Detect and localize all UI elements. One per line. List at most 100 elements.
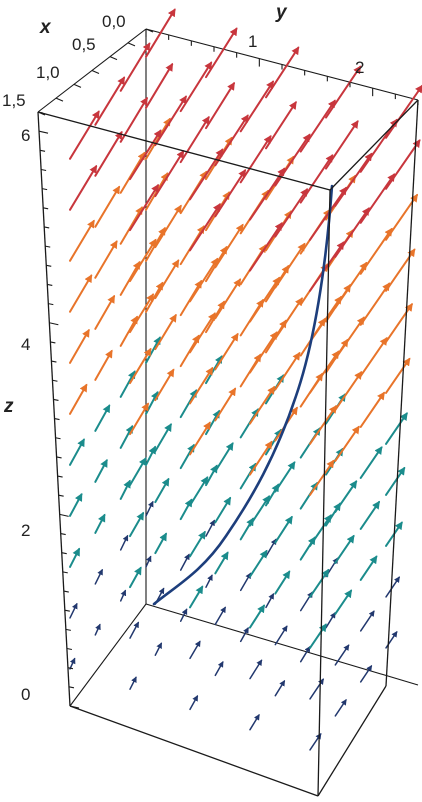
x-tick-mark	[73, 83, 82, 88]
vector-arrow	[69, 164, 98, 211]
z-tick-mark	[69, 705, 80, 709]
vector-arrow	[214, 606, 226, 626]
vector-arrow	[265, 46, 300, 99]
vector-arrow	[119, 534, 129, 551]
vector-arrow	[309, 678, 324, 700]
vector-arrow	[334, 589, 353, 615]
vector-arrow	[69, 219, 95, 262]
y-axis-name: y	[275, 2, 288, 23]
vector-arrow	[179, 389, 198, 419]
vector-arrow	[154, 532, 167, 555]
vector-arrow	[214, 169, 247, 218]
vector-arrow	[94, 404, 111, 432]
vector-arrow	[189, 257, 219, 303]
z-axis-name: z	[3, 396, 14, 417]
vector-arrow	[325, 65, 362, 119]
x-tick-mark	[55, 97, 64, 102]
vector-arrow	[385, 84, 422, 139]
vector-arrow	[94, 130, 123, 177]
vector-arrow	[359, 391, 385, 428]
z-tick-mark	[50, 341, 56, 344]
vector-arrow	[129, 457, 147, 487]
vector-arrow	[129, 347, 152, 385]
vector-arrow	[274, 461, 296, 493]
vector-arrow	[69, 383, 88, 415]
vector-arrow	[274, 679, 286, 697]
vector-arrow	[385, 302, 413, 343]
vector-arrow	[69, 492, 83, 517]
z-tick-mark	[60, 533, 66, 536]
vector-arrow	[129, 511, 145, 538]
vector-arrow	[359, 665, 373, 683]
vector-arrow	[189, 530, 206, 558]
z-tick-mark	[38, 130, 49, 134]
vector-arrow	[309, 404, 337, 445]
x-axis-name: x	[39, 17, 52, 38]
z-tick-mark	[54, 418, 60, 421]
y-tick-label-1: 1	[248, 32, 257, 51]
vector-arrow	[179, 498, 193, 521]
vector-arrow	[359, 227, 393, 275]
vector-arrow	[129, 676, 137, 690]
vector-arrow	[274, 570, 291, 595]
vector-arrow	[214, 278, 242, 320]
x-tick-mark	[91, 69, 100, 75]
vector-arrow	[274, 351, 301, 391]
vector-arrow	[359, 282, 391, 326]
x-tick-label-1: 1,0	[36, 63, 60, 82]
vector-arrow	[119, 479, 131, 500]
vector-arrow	[145, 336, 161, 364]
vector-arrow	[129, 621, 140, 639]
vector-arrow	[359, 336, 388, 377]
z-tick-mark	[66, 647, 73, 651]
z-tick-mark	[47, 283, 53, 286]
vector-arrow	[145, 62, 174, 109]
vector-arrow	[189, 312, 216, 354]
vector-arrow	[129, 566, 142, 589]
vector-arrow	[265, 101, 297, 150]
vector-arrow	[205, 574, 213, 588]
z-tick-mark	[46, 264, 52, 267]
vector-arrow	[145, 172, 169, 211]
vector-arrow	[69, 274, 93, 313]
vector-arrow	[179, 61, 213, 113]
vector-arrow	[94, 568, 103, 585]
vector-arrow	[265, 428, 282, 456]
vector-arrow	[274, 515, 293, 544]
z-tick-label-0: 0	[21, 685, 30, 704]
vector-arrow	[249, 549, 268, 578]
vector-arrow	[189, 585, 204, 609]
vector-arrow	[179, 553, 190, 571]
x-tick-mark	[145, 28, 154, 33]
vector-arrow	[154, 368, 175, 402]
x-tick-mark	[109, 56, 118, 61]
vector-arrow	[69, 438, 85, 466]
vector-arrow	[214, 332, 239, 371]
vector-arrow	[265, 593, 275, 609]
vector-arrow	[249, 713, 260, 731]
vector-arrow	[69, 328, 90, 364]
vector-arrow	[205, 519, 216, 537]
vector-arrow	[249, 440, 273, 476]
vector-arrow	[214, 387, 237, 422]
vector-arrow	[385, 357, 411, 394]
vector-arrow	[189, 421, 211, 456]
flow-line-curve	[152, 184, 334, 606]
vector-arrow	[179, 115, 210, 164]
vector-arrow	[129, 129, 162, 181]
x-tick-mark	[127, 42, 136, 47]
vector-arrow	[154, 149, 185, 198]
vector-arrow	[334, 699, 347, 717]
z-tick-mark	[51, 360, 57, 363]
vector-arrow	[129, 293, 154, 334]
z-tick-mark	[49, 322, 59, 326]
vector-arrow	[274, 133, 311, 187]
vector-arrow	[214, 496, 232, 524]
vector-arrow	[359, 555, 378, 581]
vector-arrow	[334, 316, 365, 360]
vector-arrow	[154, 477, 170, 504]
vector-arrow	[325, 611, 336, 629]
vector-arrow	[309, 186, 347, 241]
vector-arrow	[359, 500, 380, 530]
vector-arrow	[179, 443, 195, 470]
